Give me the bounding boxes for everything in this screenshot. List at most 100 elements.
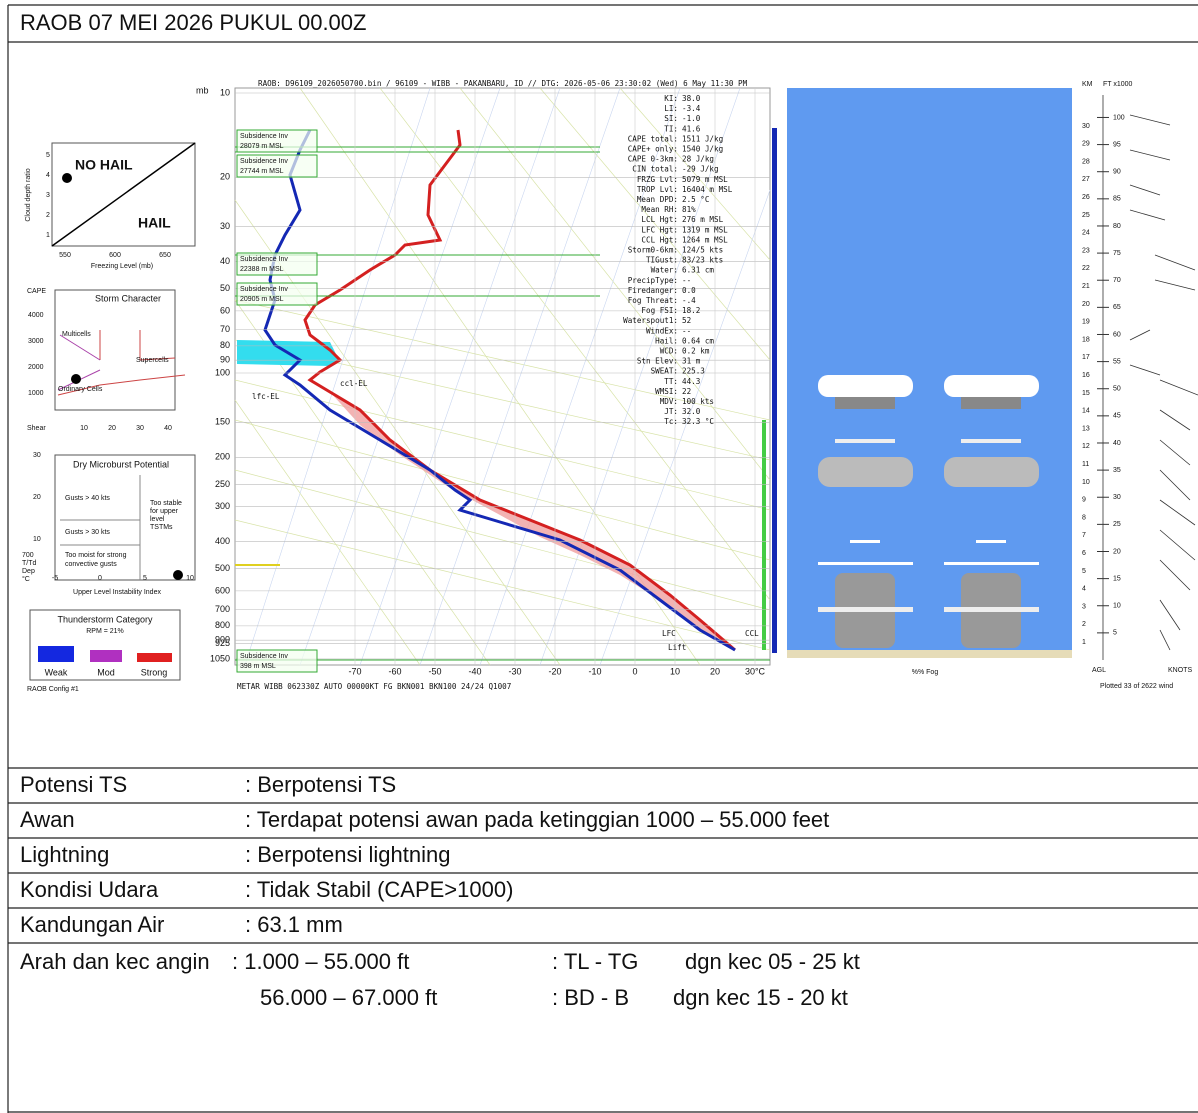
text: 31 m	[682, 357, 701, 366]
text: 15	[1113, 575, 1121, 582]
text: 13	[1082, 425, 1090, 432]
text: KNOTS	[1168, 667, 1192, 674]
text: 45	[1113, 413, 1121, 420]
text: 10	[1082, 479, 1090, 486]
text: 10	[186, 575, 194, 582]
text: : Berpotensi TS	[245, 772, 396, 797]
text: LI:	[664, 104, 678, 113]
subsidence-box	[236, 252, 318, 276]
text: KI:	[664, 94, 678, 103]
text: 22	[1082, 265, 1090, 272]
text: 4	[1082, 586, 1086, 593]
text: 41.6	[682, 124, 701, 133]
text: RPM = 21%	[86, 628, 124, 635]
text: 925	[215, 638, 230, 648]
text: CCL	[745, 629, 759, 638]
text: 10	[80, 425, 88, 432]
text: -3.4	[682, 104, 701, 113]
text: : 1.000 – 55.000 ft	[232, 949, 409, 974]
text: dgn kec 05 - 25 kt	[685, 949, 860, 974]
text: Dep	[22, 568, 35, 575]
text: AGL	[1092, 667, 1106, 674]
text: Waterspout1:	[623, 316, 678, 325]
text: Subsidence Inv	[240, 286, 288, 293]
text: : Tidak Stabil (CAPE>1000)	[245, 877, 513, 902]
text: 250	[215, 479, 230, 489]
text: 1319 m MSL	[682, 225, 728, 234]
text: Subsidence Inv	[240, 653, 288, 660]
text: 60	[220, 305, 230, 315]
text: 276 m MSL	[682, 215, 724, 224]
text: Cloud depth ratio	[25, 168, 32, 221]
text: 1	[1082, 639, 1086, 646]
text: 81%	[682, 205, 696, 214]
text: for upper	[150, 508, 179, 515]
text: Shear	[27, 425, 46, 432]
text: 83/23 kts	[682, 256, 723, 265]
text: -30	[508, 666, 521, 676]
text: -29 J/kg	[682, 165, 719, 174]
text: 40	[220, 256, 230, 266]
text: 0	[98, 575, 102, 582]
text: Storm0-6km:	[628, 246, 678, 255]
text: Subsidence Inv	[240, 158, 288, 165]
text: 5	[1082, 568, 1086, 575]
text: %% Fog	[912, 669, 939, 676]
text: 900	[215, 635, 230, 645]
text: 30	[33, 452, 41, 459]
text: 150	[215, 417, 230, 427]
subsidence-box	[236, 154, 318, 178]
text: Awan	[20, 807, 75, 832]
text: Firedanger:	[628, 286, 678, 295]
cloud-panel	[787, 88, 1072, 658]
text: CAPE	[27, 288, 46, 295]
text: Potensi TS	[20, 772, 127, 797]
microburst-dot	[173, 570, 183, 580]
text: SWEAT:	[651, 367, 678, 376]
text: 14	[1082, 408, 1090, 415]
text: Upper Level Instability Index	[73, 589, 161, 596]
text: 2	[46, 212, 50, 219]
text: 90	[220, 355, 230, 365]
text: 0	[632, 666, 637, 676]
text: 80	[220, 340, 230, 350]
text: 30	[1082, 123, 1090, 130]
text: Strong	[141, 667, 168, 677]
text: CAPE+ only:	[628, 145, 678, 154]
text: 22388 m MSL	[240, 266, 284, 273]
text: 40	[164, 425, 172, 432]
text: RAOB: D96109_2026050700.bin / 96109 - WI…	[258, 79, 748, 88]
text: : Berpotensi lightning	[245, 842, 450, 867]
text: -20	[548, 666, 561, 676]
text: NO HAIL	[75, 157, 133, 173]
text: PrecipType:	[628, 276, 678, 285]
text: 40	[1113, 440, 1121, 447]
text: Too stable	[150, 500, 182, 507]
text: 700	[215, 604, 230, 614]
text: 50	[1113, 386, 1121, 393]
text: -50	[428, 666, 441, 676]
text: 20	[710, 666, 720, 676]
text: 650	[159, 252, 171, 259]
text: 400	[215, 536, 230, 546]
text: 30°C	[745, 666, 766, 676]
text: 10	[220, 87, 230, 97]
text: 15	[1082, 390, 1090, 397]
text: 225.3	[682, 367, 705, 376]
text: Hail:	[655, 336, 678, 345]
text: METAR WIBB 062330Z AUTO 00000KT FG BKN00…	[237, 682, 511, 691]
text: 100	[1113, 114, 1125, 121]
text: 32.0	[682, 407, 701, 416]
text: TSTMs	[150, 524, 173, 531]
text: TT:	[664, 377, 678, 386]
text: -.4	[682, 296, 696, 305]
text: 85	[1113, 196, 1121, 203]
text: Dry Microburst Potential	[73, 459, 169, 469]
text: Tc:	[664, 417, 678, 426]
text: Weak	[45, 667, 68, 677]
text: level	[150, 516, 165, 523]
text: 56.000 – 67.000 ft	[260, 985, 437, 1010]
cloud-column	[818, 375, 913, 648]
text: 16	[1082, 372, 1090, 379]
